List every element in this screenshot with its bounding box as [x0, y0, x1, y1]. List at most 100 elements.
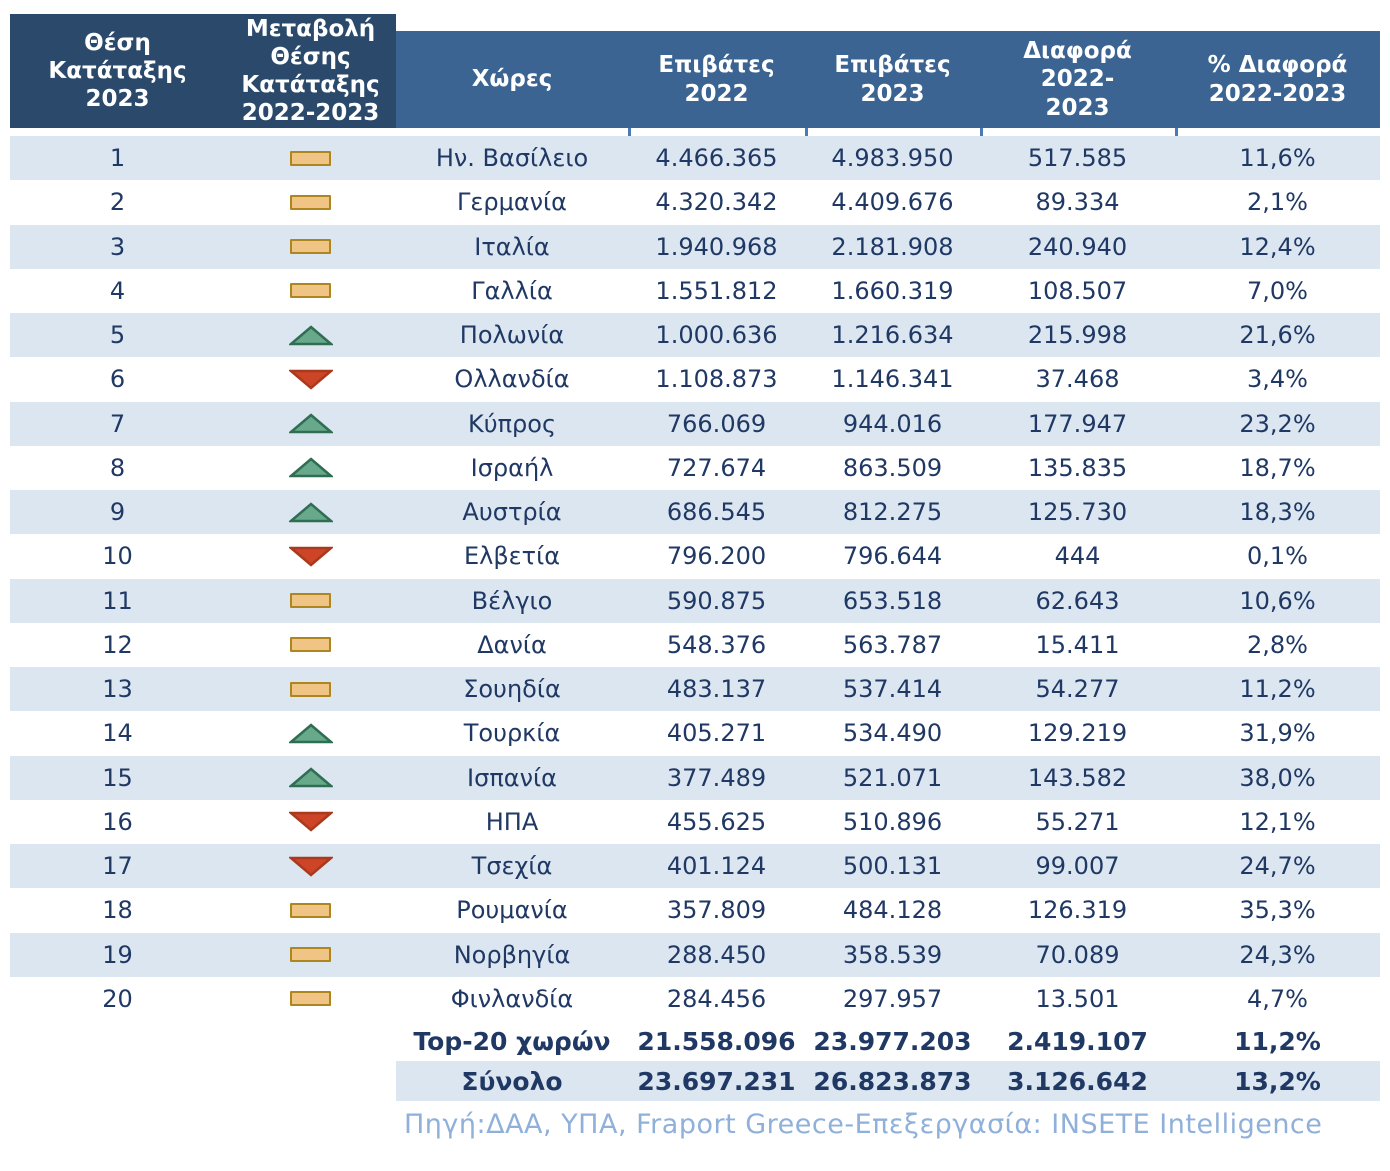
difference-cell: 143.582	[1027, 763, 1128, 792]
rank-cell: 14	[102, 719, 133, 748]
rank-cell: 9	[109, 498, 126, 527]
table-row: 3 Ιταλία 1.940.968 2.181.908 240.940 12,…	[10, 224, 1380, 269]
country-cell: Ελβετία	[463, 542, 561, 571]
difference-cell: 517.585	[1027, 144, 1128, 173]
table-row: 1 Ην. Βασίλειο 4.466.365 4.983.950 517.5…	[10, 136, 1380, 181]
rank-cell: 10	[102, 542, 133, 571]
pct-difference-cell: 23,2%	[1239, 409, 1316, 438]
header-rank: Θέση Κατάταξης 2023	[10, 14, 225, 128]
table-row: 8 Ισραήλ 727.674 863.509 135.835 18,7%	[10, 446, 1380, 490]
passengers-2023-cell: 812.275	[842, 498, 943, 527]
difference-cell: 99.007	[1035, 852, 1120, 881]
rank-change-cell	[225, 239, 396, 255]
rank-up-icon	[288, 723, 333, 744]
passengers-2023-cell: 521.071	[842, 763, 943, 792]
passengers-2023-cell: 537.414	[842, 675, 943, 704]
rank-up-icon	[288, 413, 333, 434]
rank-cell: 17	[102, 852, 133, 881]
country-cell: Τσεχία	[471, 852, 553, 881]
difference-cell: 54.277	[1035, 675, 1120, 704]
rank-cell: 8	[109, 453, 126, 482]
top20-passengers-2022: 21.558.096	[637, 1026, 796, 1056]
difference-cell: 135.835	[1027, 453, 1128, 482]
passengers-2022-cell: 796.200	[666, 542, 767, 571]
country-cell: Γαλλία	[471, 276, 553, 305]
rank-change-cell	[225, 194, 396, 210]
difference-cell: 240.940	[1027, 232, 1128, 261]
rank-down-icon	[288, 546, 333, 567]
table-row: 19 Νορβηγία 288.450 358.539 70.089 24,3%	[10, 932, 1380, 977]
difference-cell: 89.334	[1035, 188, 1120, 217]
no-change-icon	[290, 947, 331, 963]
passengers-2022-cell: 766.069	[666, 409, 767, 438]
table-row: 4 Γαλλία 1.551.812 1.660.319 108.507 7,0…	[10, 269, 1380, 313]
passengers-2022-cell: 727.674	[666, 453, 767, 482]
rank-up-icon	[288, 501, 333, 522]
difference-cell: 444	[1054, 542, 1101, 571]
difference-cell: 15.411	[1035, 630, 1120, 659]
passengers-2022-cell: 4.466.365	[655, 144, 778, 173]
country-cell: Ισραήλ	[470, 453, 554, 482]
pct-difference-cell: 2,1%	[1247, 188, 1308, 217]
no-change-icon	[290, 681, 331, 697]
difference-cell: 62.643	[1035, 586, 1120, 615]
passengers-2023-cell: 4.983.950	[831, 144, 954, 173]
top20-total-row: Top-20 χωρών 21.558.096 23.977.203 2.419…	[10, 1021, 1380, 1061]
rank-change-cell	[225, 150, 396, 166]
difference-cell: 215.998	[1027, 321, 1128, 350]
pct-difference-cell: 21,6%	[1239, 321, 1316, 350]
top20-passengers-2023: 23.977.203	[813, 1026, 972, 1056]
rank-cell: 4	[109, 276, 126, 305]
rank-cell: 12	[102, 630, 133, 659]
passengers-2023-cell: 1.660.319	[831, 276, 954, 305]
country-cell: Ρουμανία	[456, 896, 568, 925]
passengers-2023-cell: 484.128	[842, 896, 943, 925]
pct-difference-cell: 2,8%	[1247, 630, 1308, 659]
table-row: 20 Φινλανδία 284.456 297.957 13.501 4,7%	[10, 977, 1380, 1021]
country-cell: Ολλανδία	[454, 365, 570, 394]
rank-cell: 19	[102, 940, 133, 969]
country-cell: Πολωνία	[459, 321, 565, 350]
rank-cell: 11	[102, 586, 133, 615]
passengers-2022-cell: 288.450	[666, 940, 767, 969]
passengers-2022-cell: 686.545	[666, 498, 767, 527]
pct-difference-cell: 0,1%	[1247, 542, 1308, 571]
header-rank-change: Μεταβολή Θέσης Κατάταξης 2022-2023	[225, 14, 396, 128]
total-passengers-2022: 23.697.231	[637, 1066, 796, 1096]
difference-cell: 129.219	[1027, 719, 1128, 748]
rank-change-cell	[225, 546, 396, 567]
table-row: 14 Τουρκία 405.271 534.490 129.219 31,9%	[10, 711, 1380, 755]
passengers-2023-cell: 297.957	[842, 984, 943, 1013]
passengers-2022-cell: 1.108.873	[655, 365, 778, 394]
total-row-spacer	[10, 1061, 396, 1101]
passengers-2023-cell: 944.016	[842, 409, 943, 438]
top20-difference: 2.419.107	[1007, 1026, 1148, 1056]
rank-cell: 5	[109, 321, 126, 350]
table-row: 5 Πολωνία 1.000.636 1.216.634 215.998 21…	[10, 313, 1380, 358]
rank-change-cell	[225, 283, 396, 299]
country-cell: Αυστρία	[462, 498, 562, 527]
rank-cell: 18	[102, 896, 133, 925]
no-change-icon	[290, 593, 331, 609]
pct-difference-cell: 24,7%	[1239, 852, 1316, 881]
pct-difference-cell: 12,1%	[1239, 807, 1316, 836]
table-row: 15 Ισπανία 377.489 521.071 143.582 38,0%	[10, 755, 1380, 800]
rank-down-icon	[288, 856, 333, 877]
pct-difference-cell: 31,9%	[1239, 719, 1316, 748]
pct-difference-cell: 18,3%	[1239, 498, 1316, 527]
table-row: 18 Ρουμανία 357.809 484.128 126.319 35,3…	[10, 888, 1380, 932]
difference-cell: 55.271	[1035, 807, 1120, 836]
total-row-spacer	[10, 1021, 396, 1061]
passengers-2023-cell: 1.146.341	[831, 365, 954, 394]
rank-cell: 6	[109, 365, 126, 394]
rank-change-cell	[225, 369, 396, 390]
difference-cell: 177.947	[1027, 409, 1128, 438]
pct-difference-cell: 38,0%	[1239, 763, 1316, 792]
country-cell: Κύπρος	[467, 409, 557, 438]
rank-up-icon	[288, 324, 333, 345]
country-cell: Φινλανδία	[450, 984, 574, 1013]
passengers-2023-cell: 510.896	[842, 807, 943, 836]
passengers-2023-cell: 796.644	[842, 542, 943, 571]
rank-change-cell	[225, 457, 396, 478]
passengers-2023-cell: 4.409.676	[831, 188, 954, 217]
